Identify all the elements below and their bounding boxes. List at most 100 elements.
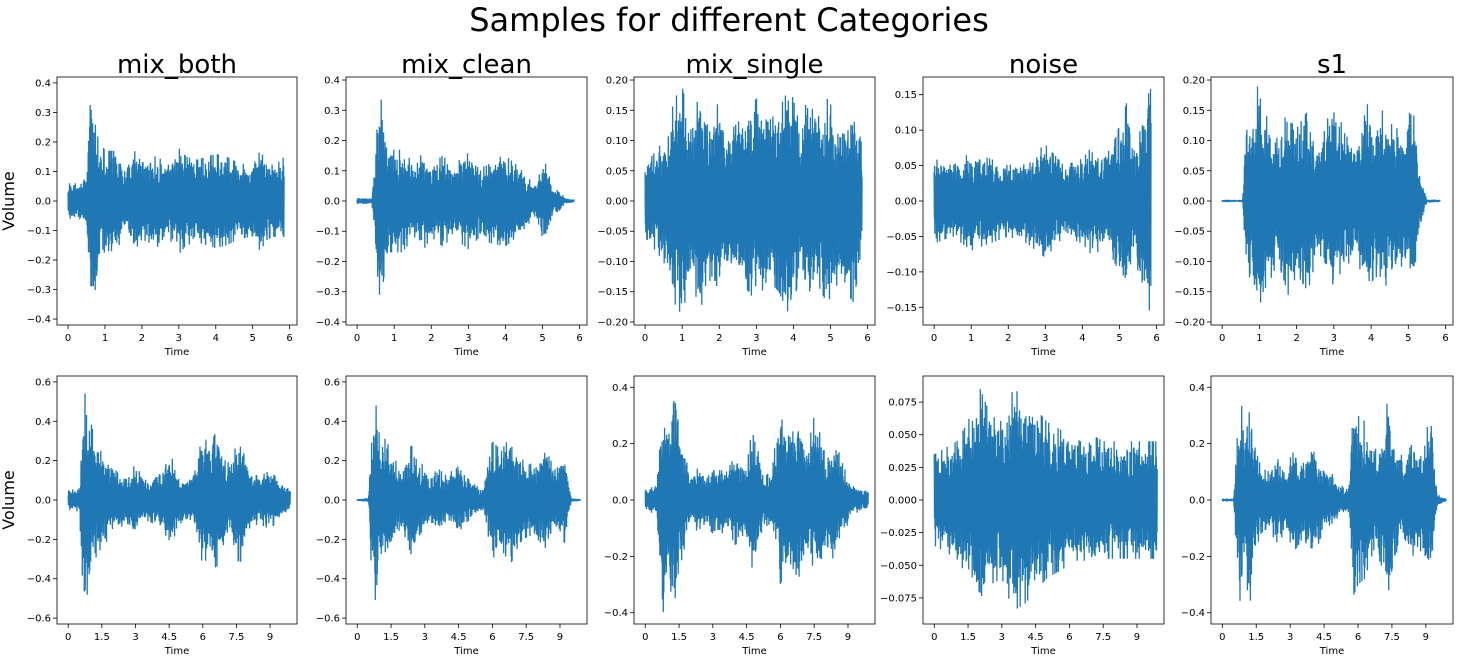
x-tick-label: 4 bbox=[1368, 333, 1374, 344]
x-tick-label: 4.5 bbox=[1028, 632, 1044, 643]
x-tick-label: 3 bbox=[710, 632, 716, 643]
waveform-line bbox=[644, 88, 863, 312]
y-tick-label: −0.15 bbox=[597, 287, 628, 298]
waveform-line bbox=[644, 400, 869, 613]
y-axis-label: Volume bbox=[0, 470, 18, 530]
x-tick-label: 4.5 bbox=[451, 632, 467, 643]
y-tick-label: −0.4 bbox=[604, 608, 628, 619]
x-tick-label: 1 bbox=[679, 333, 685, 344]
y-tick-label: 0.1 bbox=[324, 166, 340, 177]
y-tick-label: −0.15 bbox=[1174, 287, 1205, 298]
y-tick-label: −0.05 bbox=[1174, 227, 1205, 238]
x-tick-label: 6 bbox=[864, 333, 870, 344]
y-tick-label: −0.05 bbox=[886, 232, 917, 243]
x-tick-label: 1.5 bbox=[1248, 632, 1264, 643]
x-tick-label: 2 bbox=[716, 333, 722, 344]
y-tick-label: 0.2 bbox=[35, 456, 51, 467]
y-tick-label: 0.20 bbox=[1183, 76, 1205, 87]
y-tick-label: 0.0 bbox=[612, 496, 628, 507]
y-tick-label: 0.00 bbox=[606, 197, 628, 208]
y-tick-label: 0.15 bbox=[895, 90, 917, 101]
x-tick-label: 4.5 bbox=[1316, 632, 1332, 643]
y-tick-label: 0.4 bbox=[1189, 383, 1205, 394]
waveform-line bbox=[933, 389, 1158, 609]
y-tick-label: 0.4 bbox=[35, 417, 51, 428]
y-tick-label: −0.4 bbox=[27, 315, 51, 326]
x-tick-label: 2 bbox=[1293, 333, 1299, 344]
subplot-1: 0 1 2 3 4 5 6 −0.4 −0.3 −0.2 −0.1 0.0 0.1 0.2 0.3 0.4 Ti… bbox=[0, 50, 298, 358]
x-tick-label: 4.5 bbox=[739, 632, 755, 643]
x-tick-label: 1.5 bbox=[383, 632, 399, 643]
x-tick-label: 5 bbox=[1116, 333, 1122, 344]
x-tick-label: 5 bbox=[1405, 333, 1411, 344]
y-axis-label: Volume bbox=[0, 171, 18, 231]
y-tick-label: 0.6 bbox=[324, 377, 340, 388]
subplot-4: 0 1 2 3 4 5 6 −0.15 −0.10 −0.05 0.00 0.05 0.10 0.15 Ti… bbox=[886, 50, 1165, 358]
subplot-title: s1 bbox=[1317, 50, 1347, 80]
y-tick-label: 0.2 bbox=[324, 136, 340, 147]
waveform-line bbox=[67, 393, 291, 595]
x-tick-label: 3 bbox=[1287, 632, 1293, 643]
y-tick-label: −0.20 bbox=[597, 317, 628, 328]
y-tick-label: 0.4 bbox=[324, 417, 340, 428]
x-tick-label: 2 bbox=[1005, 333, 1011, 344]
x-tick-label: 2 bbox=[428, 333, 434, 344]
waveform-line bbox=[1221, 403, 1447, 601]
x-tick-label: 7.5 bbox=[228, 632, 244, 643]
x-tick-label: 0 bbox=[354, 632, 360, 643]
y-tick-label: −0.20 bbox=[1174, 317, 1205, 328]
x-axis-label: Time bbox=[1319, 646, 1344, 657]
y-tick-label: 0.10 bbox=[606, 136, 628, 147]
y-tick-label: 0.10 bbox=[1183, 136, 1205, 147]
y-tick-label: 0.0 bbox=[324, 496, 340, 507]
x-tick-label: 0 bbox=[642, 333, 648, 344]
y-tick-label: −0.2 bbox=[1181, 552, 1205, 563]
x-tick-label: 1 bbox=[968, 333, 974, 344]
x-tick-label: 9 bbox=[557, 632, 563, 643]
x-tick-label: 0 bbox=[1219, 632, 1225, 643]
x-tick-label: 6 bbox=[200, 632, 206, 643]
x-tick-label: 0 bbox=[642, 632, 648, 643]
y-tick-label: −0.2 bbox=[604, 552, 628, 563]
y-tick-label: −0.10 bbox=[597, 257, 628, 268]
y-tick-label: 0.075 bbox=[888, 398, 917, 409]
x-tick-label: 1.5 bbox=[94, 632, 110, 643]
y-tick-label: 0.15 bbox=[606, 106, 628, 117]
y-tick-label: −0.050 bbox=[880, 561, 917, 572]
x-tick-label: 5 bbox=[827, 333, 833, 344]
y-tick-label: −0.3 bbox=[27, 285, 51, 296]
x-axis-label: Time bbox=[164, 347, 189, 358]
y-tick-label: −0.4 bbox=[1181, 608, 1205, 619]
y-tick-label: −0.3 bbox=[316, 287, 340, 298]
x-tick-label: 0 bbox=[931, 632, 937, 643]
x-axis-label: Time bbox=[741, 347, 766, 358]
subplot-2: 0 1 2 3 4 5 6 −0.4 −0.3 −0.2 −0.1 0.0 0.1 0.2 0.3 0.4 Ti… bbox=[316, 50, 588, 358]
x-tick-label: 2 bbox=[139, 333, 145, 344]
y-tick-label: 0.3 bbox=[35, 108, 51, 119]
x-tick-label: 0 bbox=[931, 333, 937, 344]
x-tick-label: 7.5 bbox=[806, 632, 822, 643]
y-tick-label: −0.2 bbox=[316, 257, 340, 268]
subplot-7: 0 1.5 3 4.5 6 7.5 9 −0.6 −0.4 −0.2 0.0 0.2 0.4 0.6 Tim… bbox=[316, 375, 588, 657]
x-tick-label: 4 bbox=[502, 333, 508, 344]
x-axis-label: Time bbox=[1030, 646, 1055, 657]
x-axis-label: Time bbox=[741, 646, 766, 657]
waveform-line bbox=[67, 104, 285, 291]
subplot-title: mix_clean bbox=[401, 50, 532, 80]
x-axis-label: Time bbox=[164, 646, 189, 657]
x-tick-label: 5 bbox=[250, 333, 256, 344]
y-tick-label: 0.3 bbox=[324, 106, 340, 117]
x-tick-label: 4 bbox=[1079, 333, 1085, 344]
y-tick-label: 0.0 bbox=[35, 197, 51, 208]
x-axis-label: Time bbox=[1030, 347, 1055, 358]
y-tick-label: −0.6 bbox=[27, 614, 51, 625]
y-tick-label: 0.10 bbox=[895, 126, 917, 137]
y-tick-label: −0.4 bbox=[316, 574, 340, 585]
subplot-8: 0 1.5 3 4.5 6 7.5 9 −0.4 −0.2 0.0 0.2 0.4 Time bbox=[604, 375, 876, 657]
x-axis-label: Time bbox=[1319, 347, 1344, 358]
y-tick-label: 0.6 bbox=[35, 377, 51, 388]
x-tick-label: 4.5 bbox=[161, 632, 177, 643]
y-tick-label: −0.6 bbox=[316, 614, 340, 625]
y-tick-label: −0.4 bbox=[316, 317, 340, 328]
